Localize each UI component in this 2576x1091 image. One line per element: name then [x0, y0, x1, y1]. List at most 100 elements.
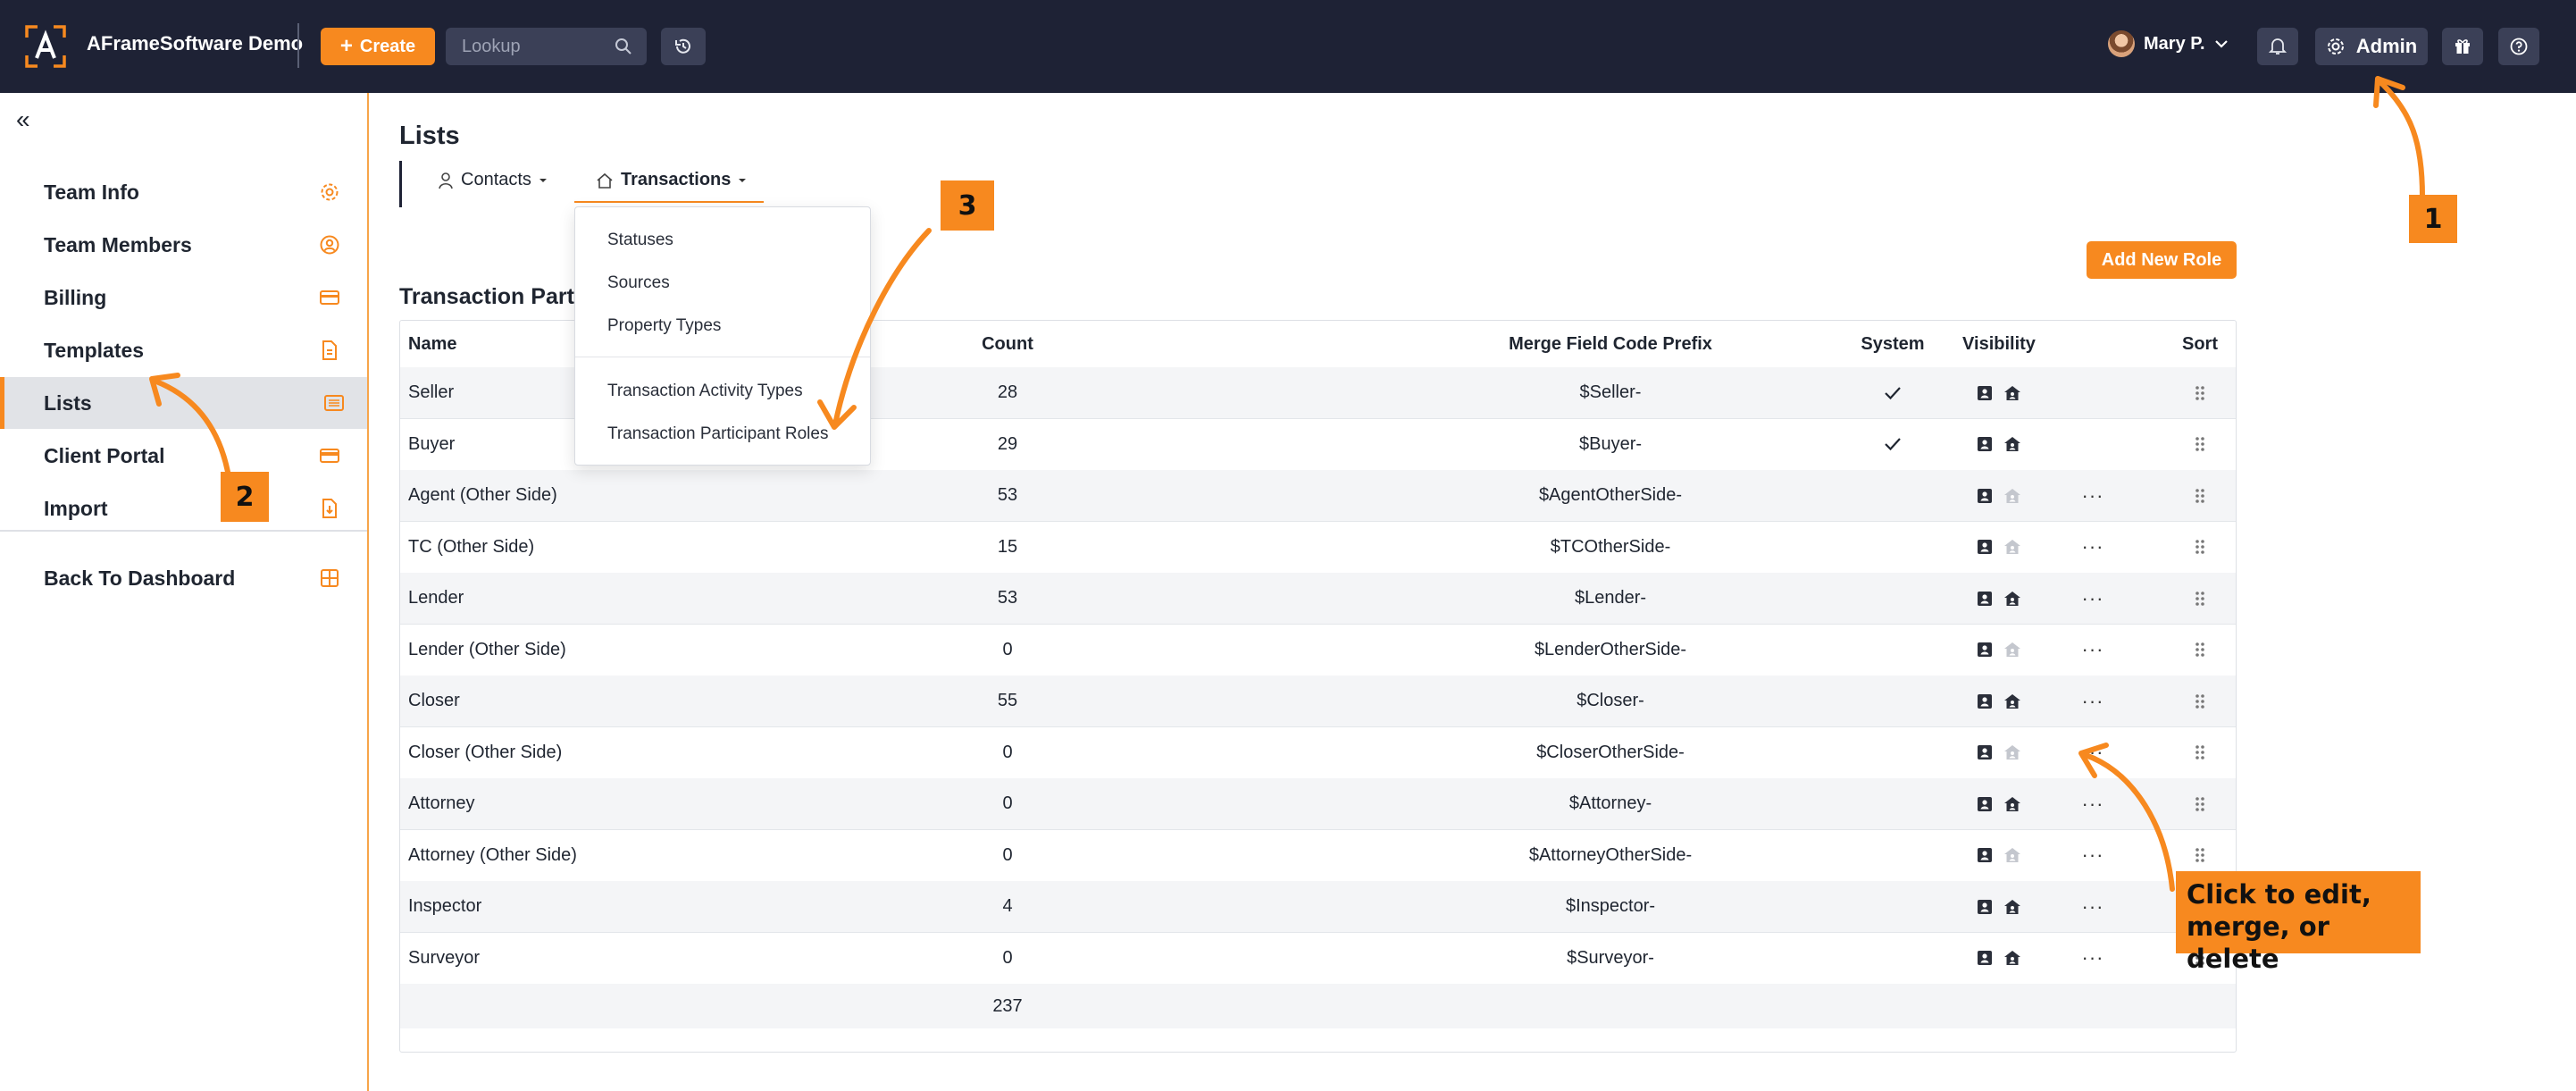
portal-hidden-icon[interactable]	[2003, 539, 2021, 555]
team-visibility-icon[interactable]	[1977, 950, 1993, 966]
table-row[interactable]: Closer (Other Side) 0 $CloserOtherSide- ···	[400, 727, 2236, 779]
portal-hidden-icon[interactable]	[2003, 744, 2021, 760]
drag-handle-icon[interactable]	[2195, 642, 2205, 658]
sidebar-item-templates[interactable]: Templates	[0, 324, 367, 376]
sidebar-item-import[interactable]: Import	[0, 483, 367, 534]
table-row[interactable]: Attorney (Other Side) 0 $AttorneyOtherSide…	[400, 830, 2236, 882]
team-visibility-icon[interactable]	[1977, 642, 1993, 658]
user-circle-icon	[320, 235, 339, 255]
more-actions-icon[interactable]: ···	[2081, 586, 2104, 609]
history-button[interactable]	[661, 28, 706, 65]
team-visibility-icon[interactable]	[1977, 899, 1993, 915]
menu-item-sources[interactable]: Sources	[607, 273, 670, 292]
role-count: 0	[1002, 639, 1013, 659]
drag-handle-icon[interactable]	[2195, 693, 2205, 709]
tab-contacts[interactable]: Contacts	[438, 170, 548, 190]
portal-visible-icon[interactable]	[2003, 693, 2021, 709]
portal-visible-icon[interactable]	[2003, 796, 2021, 812]
table-row[interactable]: Lender 53 $Lender- ···	[400, 573, 2236, 625]
create-button[interactable]: + Create	[321, 28, 435, 65]
team-visibility-icon[interactable]	[1977, 796, 1993, 812]
portal-hidden-icon[interactable]	[2003, 847, 2021, 863]
table-row[interactable]: Closer 55 $Closer- ···	[400, 676, 2236, 727]
team-visibility-icon[interactable]	[1977, 693, 1993, 709]
menu-item-transaction-activity-types[interactable]: Transaction Activity Types	[607, 382, 803, 400]
tab-transactions[interactable]: Transactions	[596, 170, 747, 190]
notifications-button[interactable]	[2257, 28, 2298, 65]
merge-field-prefix: $AgentOtherSide-	[1538, 485, 1683, 505]
team-visibility-icon[interactable]	[1977, 488, 1993, 504]
drag-handle-icon[interactable]	[2195, 436, 2205, 452]
more-actions-icon[interactable]: ···	[2081, 638, 2104, 660]
sidebar-item-client-portal[interactable]: Client Portal	[0, 430, 367, 482]
team-visibility-icon[interactable]	[1977, 539, 1993, 555]
admin-button[interactable]: Admin	[2315, 28, 2428, 65]
collapse-sidebar-icon[interactable]: «	[16, 105, 30, 133]
portal-hidden-icon[interactable]	[2003, 488, 2021, 504]
more-actions-icon[interactable]: ···	[2081, 741, 2104, 763]
lookup-input[interactable]	[460, 35, 606, 58]
more-actions-icon[interactable]: ···	[2081, 483, 2104, 507]
sidebar-item-team-members[interactable]: Team Members	[0, 219, 367, 271]
portal-visible-icon[interactable]	[2003, 950, 2021, 966]
drag-handle-icon[interactable]	[2195, 591, 2205, 607]
table-row[interactable]: Agent (Other Side) 53 $AgentOtherSide- ···	[400, 470, 2236, 522]
team-visibility-icon[interactable]	[1977, 847, 1993, 863]
more-actions-icon[interactable]: ···	[2081, 535, 2104, 558]
checkmark-icon	[1885, 438, 1901, 451]
aframe-logo-icon[interactable]	[25, 25, 66, 68]
team-visibility-icon[interactable]	[1977, 436, 1993, 452]
column-header-system: System	[1861, 333, 1925, 354]
table-row[interactable]: Lender (Other Side) 0 $LenderOtherSide- ···	[400, 625, 2236, 676]
more-actions-icon[interactable]: ···	[2081, 792, 2104, 815]
column-header-merge-prefix[interactable]: Merge Field Code Prefix	[1509, 333, 1712, 354]
gear-icon	[321, 183, 339, 201]
portal-visible-icon[interactable]	[2003, 899, 2021, 915]
more-actions-icon[interactable]: ···	[2081, 946, 2104, 969]
role-name: Closer	[408, 691, 460, 710]
lookup-search[interactable]	[446, 28, 647, 65]
table-row[interactable]: Inspector 4 $Inspector- ···	[400, 881, 2236, 933]
add-new-role-button[interactable]: Add New Role	[2087, 241, 2237, 279]
portal-visible-icon[interactable]	[2003, 436, 2021, 452]
drag-handle-icon[interactable]	[2195, 847, 2205, 863]
search-icon[interactable]	[615, 38, 632, 55]
more-actions-icon[interactable]: ···	[2081, 689, 2104, 712]
drag-handle-icon[interactable]	[2195, 539, 2205, 555]
role-count: 0	[1002, 947, 1013, 968]
arrow-to-admin	[2378, 80, 2425, 199]
role-count: 53	[997, 485, 1018, 505]
back-to-dashboard-link[interactable]: Back To Dashboard	[0, 552, 367, 604]
sort-cell	[2164, 625, 2236, 676]
drag-handle-icon[interactable]	[2195, 488, 2205, 504]
portal-visible-icon[interactable]	[2003, 385, 2021, 401]
sidebar-item-team-info[interactable]: Team Info	[0, 166, 367, 218]
portal-visible-icon[interactable]	[2003, 591, 2021, 607]
sidebar-item-lists[interactable]: Lists	[0, 377, 367, 429]
sort-cell	[2164, 573, 2236, 624]
drag-handle-icon[interactable]	[2195, 796, 2205, 812]
menu-item-transaction-participant-roles[interactable]: Transaction Participant Roles	[607, 424, 829, 443]
table-row[interactable]: Attorney 0 $Attorney- ···	[400, 778, 2236, 830]
team-visibility-icon[interactable]	[1977, 385, 1993, 401]
visibility-cell	[1919, 367, 2079, 418]
menu-item-statuses[interactable]: Statuses	[607, 231, 673, 249]
drag-handle-icon[interactable]	[2195, 385, 2205, 401]
user-menu[interactable]: Mary P.	[2108, 30, 2229, 57]
table-row[interactable]: Surveyor 0 $Surveyor- ···	[400, 933, 2236, 985]
active-tab-underline	[574, 201, 764, 203]
app-name[interactable]: AFrameSoftware Demo	[87, 32, 304, 55]
more-actions-icon[interactable]: ···	[2081, 843, 2104, 866]
column-header-name[interactable]: Name	[408, 333, 457, 354]
table-row[interactable]: TC (Other Side) 15 $TCOtherSide- ···	[400, 522, 2236, 574]
column-header-count[interactable]: Count	[982, 333, 1033, 354]
drag-handle-icon[interactable]	[2195, 744, 2205, 760]
gift-button[interactable]	[2442, 28, 2483, 65]
portal-hidden-icon[interactable]	[2003, 642, 2021, 658]
team-visibility-icon[interactable]	[1977, 744, 1993, 760]
help-button[interactable]	[2498, 28, 2539, 65]
more-actions-icon[interactable]: ···	[2081, 894, 2104, 918]
team-visibility-icon[interactable]	[1977, 591, 1993, 607]
sidebar-item-billing[interactable]: Billing	[0, 272, 367, 323]
menu-item-property-types[interactable]: Property Types	[607, 316, 722, 335]
